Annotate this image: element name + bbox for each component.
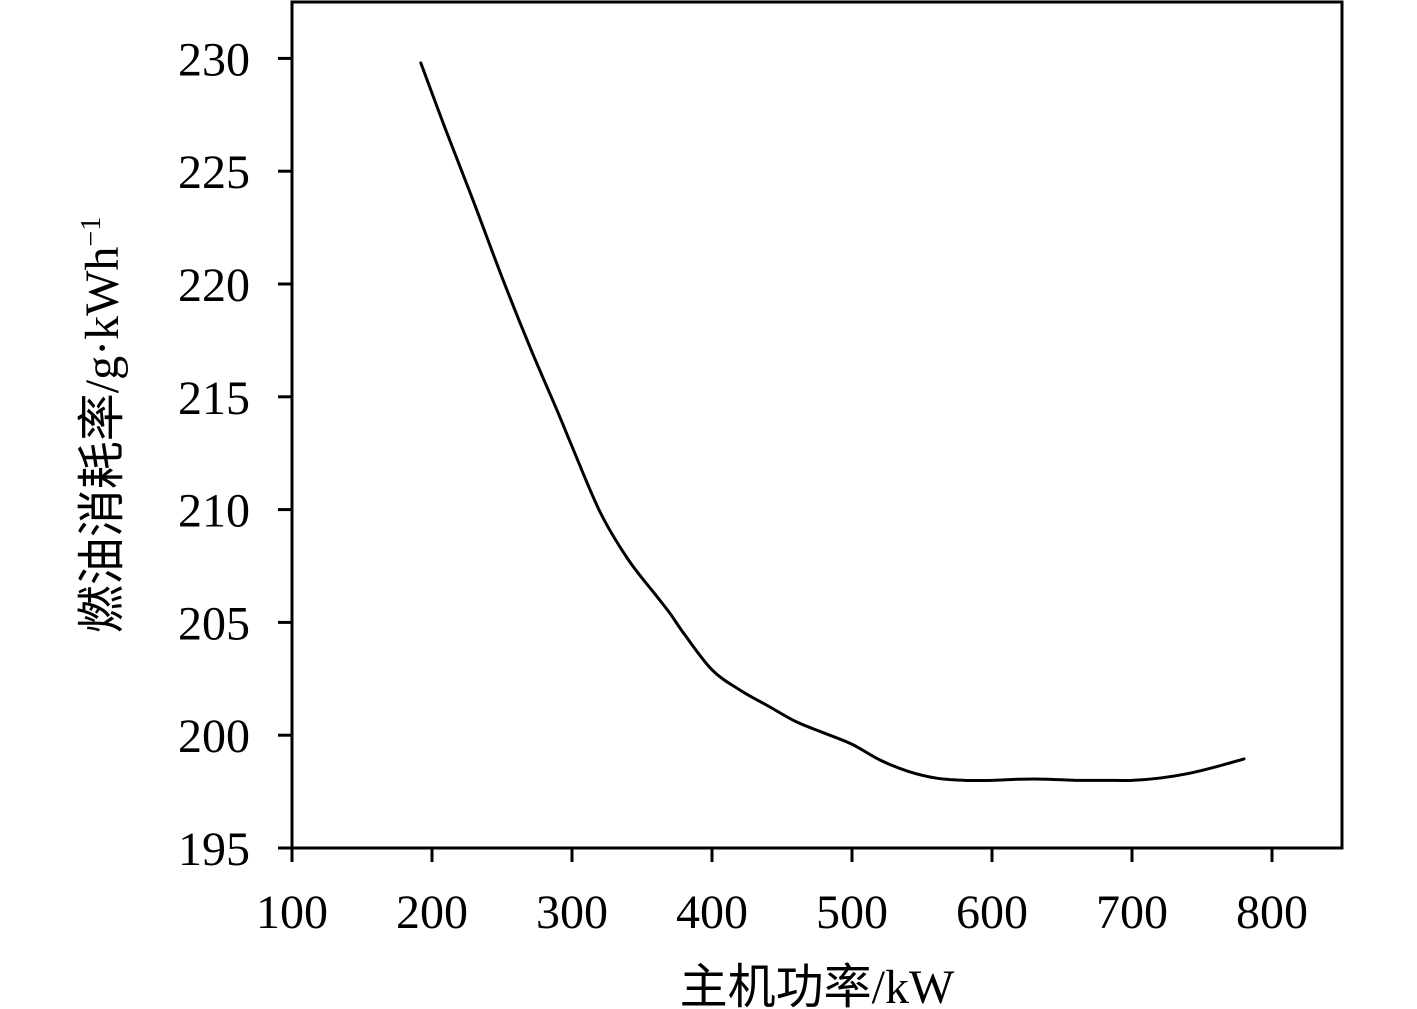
y-tick-label: 220 xyxy=(178,259,250,312)
y-tick-label: 215 xyxy=(178,372,250,425)
x-tick-label: 100 xyxy=(256,886,328,939)
y-axis-label-main: 燃油消耗率/g·kWh xyxy=(76,247,129,634)
y-tick-label: 225 xyxy=(178,146,250,199)
y-axis-ticks: 195 200 205 210 215 220 225 230 xyxy=(178,33,292,876)
y-axis-label: 燃油消耗率/g·kWh−1 xyxy=(76,217,129,633)
y-tick-label: 205 xyxy=(178,597,250,650)
y-tick-label: 210 xyxy=(178,485,250,538)
x-tick-label: 500 xyxy=(816,886,888,939)
y-tick-label: 200 xyxy=(178,710,250,763)
x-axis-ticks: 100 200 300 400 500 600 700 800 xyxy=(256,848,1308,939)
x-tick-label: 600 xyxy=(956,886,1028,939)
y-axis-label-superscript: −1 xyxy=(76,217,107,247)
x-tick-label: 700 xyxy=(1096,886,1168,939)
x-axis-label: 主机功率/kW xyxy=(680,961,955,1009)
y-tick-label: 230 xyxy=(178,33,250,86)
x-tick-label: 200 xyxy=(396,886,468,939)
x-tick-label: 800 xyxy=(1236,886,1308,939)
y-tick-label: 195 xyxy=(178,823,250,876)
fuel-consumption-line xyxy=(419,61,1246,783)
x-tick-label: 300 xyxy=(536,886,608,939)
x-tick-label: 400 xyxy=(676,886,748,939)
plot-frame xyxy=(290,0,1344,850)
